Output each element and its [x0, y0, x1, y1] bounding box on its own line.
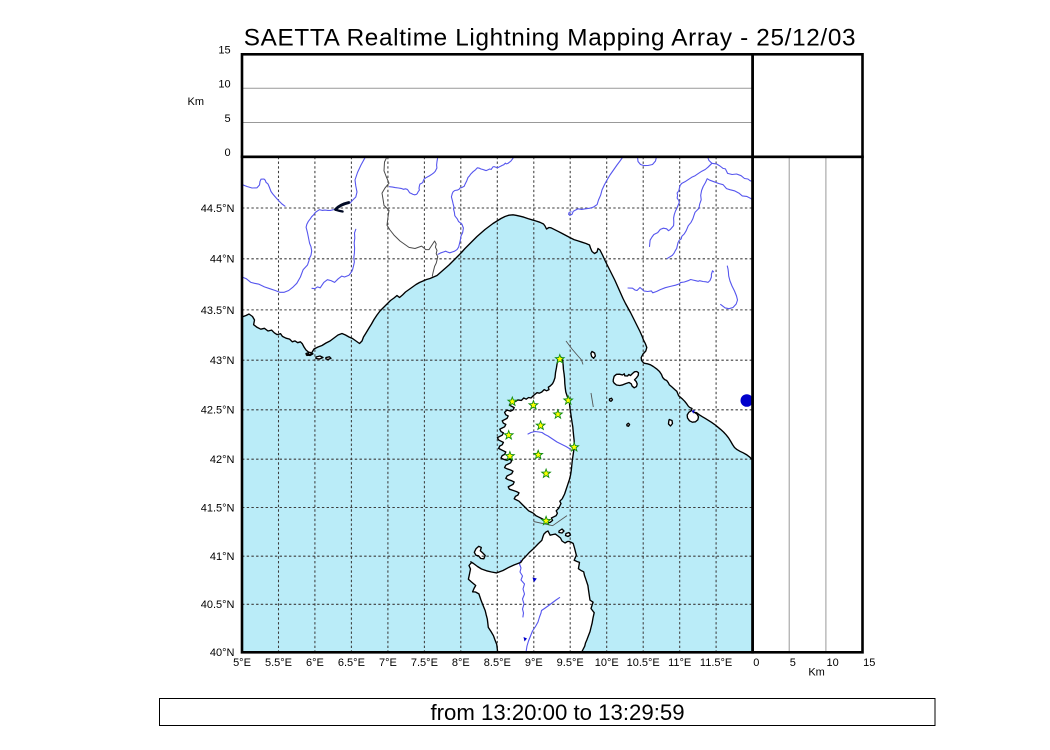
svg-text:0: 0	[224, 147, 230, 159]
svg-text:5: 5	[790, 657, 796, 669]
svg-text:6.5°E: 6.5°E	[338, 657, 365, 669]
svg-text:44.5°N: 44.5°N	[201, 203, 235, 215]
svg-text:5°E: 5°E	[233, 657, 251, 669]
svg-text:5.5°E: 5.5°E	[265, 657, 292, 669]
svg-text:SAETTA Realtime Lightning Mapp: SAETTA Realtime Lightning Mapping Array …	[244, 25, 856, 52]
svg-text:9.5°E: 9.5°E	[557, 657, 584, 669]
svg-text:15: 15	[218, 45, 230, 57]
svg-text:7.5°E: 7.5°E	[411, 657, 438, 669]
svg-text:43.5°N: 43.5°N	[201, 305, 235, 317]
svg-text:40.5°N: 40.5°N	[201, 599, 235, 611]
svg-text:9°E: 9°E	[525, 657, 543, 669]
svg-text:15: 15	[863, 657, 875, 669]
svg-text:41.5°N: 41.5°N	[201, 502, 235, 514]
svg-text:Km: Km	[188, 96, 205, 108]
svg-text:10°E: 10°E	[595, 657, 619, 669]
svg-text:5: 5	[224, 113, 230, 125]
svg-text:43°N: 43°N	[210, 355, 235, 367]
svg-text:11°E: 11°E	[668, 657, 691, 669]
svg-text:42.5°N: 42.5°N	[201, 405, 235, 417]
svg-text:42°N: 42°N	[210, 454, 235, 466]
svg-text:10.5°E: 10.5°E	[627, 657, 660, 669]
svg-text:40°N: 40°N	[210, 647, 235, 659]
svg-text:41°N: 41°N	[210, 551, 235, 563]
svg-text:11.5°E: 11.5°E	[700, 657, 732, 669]
svg-text:10: 10	[827, 657, 839, 669]
svg-text:8°E: 8°E	[452, 657, 470, 669]
svg-text:10: 10	[218, 79, 230, 91]
svg-text:6°E: 6°E	[306, 657, 324, 669]
svg-text:44°N: 44°N	[210, 254, 235, 266]
svg-text:8.5°E: 8.5°E	[484, 657, 511, 669]
svg-text:0: 0	[753, 657, 759, 669]
svg-text:7°E: 7°E	[379, 657, 397, 669]
svg-text:Km: Km	[808, 666, 825, 678]
svg-text:from 13:20:00 to 13:29:59: from 13:20:00 to 13:29:59	[430, 700, 684, 725]
